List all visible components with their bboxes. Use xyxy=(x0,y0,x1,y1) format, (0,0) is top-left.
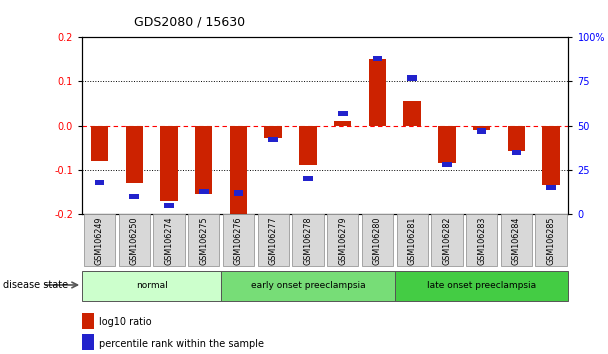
Text: GSM106281: GSM106281 xyxy=(407,216,416,265)
Bar xyxy=(442,162,452,167)
Bar xyxy=(268,137,278,143)
Bar xyxy=(130,194,139,199)
Text: GSM106279: GSM106279 xyxy=(338,216,347,265)
Bar xyxy=(404,101,421,126)
FancyBboxPatch shape xyxy=(221,271,395,301)
Text: early onset preeclampsia: early onset preeclampsia xyxy=(250,281,365,290)
Bar xyxy=(125,126,143,183)
FancyBboxPatch shape xyxy=(396,214,428,266)
FancyBboxPatch shape xyxy=(395,271,568,301)
Bar xyxy=(511,150,521,155)
Bar xyxy=(82,313,94,329)
FancyBboxPatch shape xyxy=(153,214,185,266)
Text: GSM106278: GSM106278 xyxy=(303,216,313,265)
Text: percentile rank within the sample: percentile rank within the sample xyxy=(99,339,264,349)
Text: GSM106275: GSM106275 xyxy=(199,216,208,265)
Bar xyxy=(95,180,105,185)
Text: GSM106277: GSM106277 xyxy=(269,216,278,265)
Text: GSM106282: GSM106282 xyxy=(443,216,451,265)
Text: normal: normal xyxy=(136,281,167,290)
Text: log10 ratio: log10 ratio xyxy=(99,317,152,327)
FancyBboxPatch shape xyxy=(188,214,219,266)
Bar xyxy=(199,188,209,194)
Bar xyxy=(473,126,490,130)
Text: GSM106280: GSM106280 xyxy=(373,216,382,265)
Text: GSM106250: GSM106250 xyxy=(130,216,139,265)
Bar xyxy=(542,126,560,185)
FancyBboxPatch shape xyxy=(119,214,150,266)
Bar xyxy=(264,126,282,138)
Bar xyxy=(303,176,313,181)
FancyBboxPatch shape xyxy=(223,214,254,266)
Bar xyxy=(161,126,178,201)
Text: late onset preeclampsia: late onset preeclampsia xyxy=(427,281,536,290)
FancyBboxPatch shape xyxy=(292,214,323,266)
Text: disease state: disease state xyxy=(3,280,68,290)
Bar xyxy=(195,126,212,194)
FancyBboxPatch shape xyxy=(501,214,532,266)
Bar xyxy=(508,126,525,152)
Bar xyxy=(82,334,94,350)
Bar xyxy=(338,111,348,116)
FancyBboxPatch shape xyxy=(327,214,358,266)
FancyBboxPatch shape xyxy=(362,214,393,266)
Bar xyxy=(438,126,455,163)
Bar xyxy=(407,75,417,81)
Text: GDS2080 / 15630: GDS2080 / 15630 xyxy=(134,16,245,29)
Bar xyxy=(164,202,174,208)
Bar xyxy=(334,121,351,126)
Text: GSM106285: GSM106285 xyxy=(547,216,556,265)
Bar xyxy=(373,56,382,61)
Text: GSM106249: GSM106249 xyxy=(95,216,104,265)
Bar xyxy=(546,185,556,190)
FancyBboxPatch shape xyxy=(82,271,221,301)
Text: GSM106274: GSM106274 xyxy=(164,216,173,265)
Bar xyxy=(233,190,243,196)
Text: GSM106283: GSM106283 xyxy=(477,216,486,265)
FancyBboxPatch shape xyxy=(466,214,497,266)
Bar xyxy=(368,59,386,126)
Bar xyxy=(477,129,486,134)
Text: GSM106284: GSM106284 xyxy=(512,216,521,265)
Bar xyxy=(299,126,317,166)
Bar xyxy=(91,126,108,161)
Bar xyxy=(230,126,247,216)
Text: GSM106276: GSM106276 xyxy=(234,216,243,265)
FancyBboxPatch shape xyxy=(536,214,567,266)
FancyBboxPatch shape xyxy=(258,214,289,266)
FancyBboxPatch shape xyxy=(431,214,463,266)
FancyBboxPatch shape xyxy=(84,214,115,266)
